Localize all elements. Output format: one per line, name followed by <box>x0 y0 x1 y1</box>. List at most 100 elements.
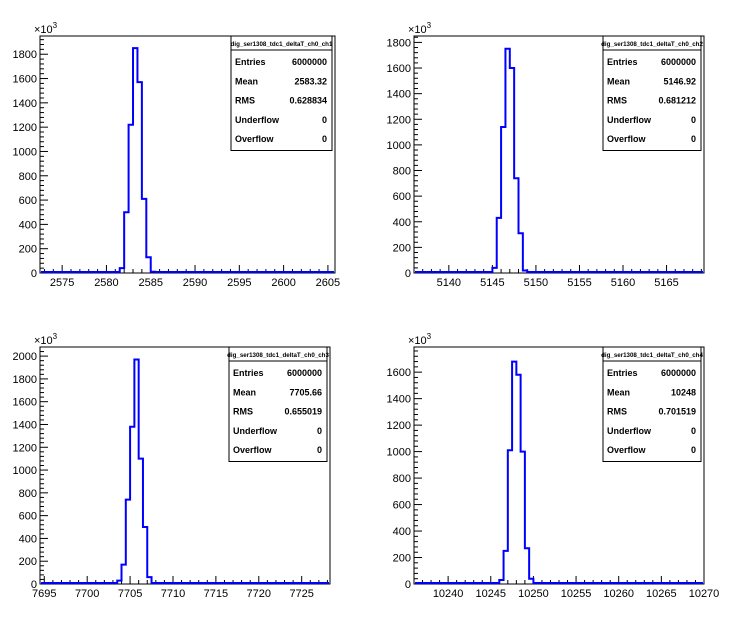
exponent-label: ×103 <box>408 332 432 347</box>
y-tick-label: 1200 <box>387 420 411 432</box>
y-tick-label: 1400 <box>387 89 411 101</box>
histogram-line <box>41 358 329 584</box>
histogram-title: dig_ser1308_tdc1_deltaT_ch0_ch4 <box>601 352 703 359</box>
y-tick-label: 1400 <box>13 419 37 431</box>
x-tick-label: 10260 <box>603 588 634 600</box>
stat-value-overflow: 0 <box>322 134 327 144</box>
x-tick-label: 7720 <box>247 588 271 600</box>
x-tick-label: 2600 <box>271 277 295 289</box>
stat-value-entries: 6000000 <box>661 57 696 67</box>
histogram-line <box>41 47 334 273</box>
x-tick-label: 10245 <box>475 588 506 600</box>
x-tick-label: 7695 <box>32 588 56 600</box>
stat-value-overflow: 0 <box>691 445 696 455</box>
x-tick-label: 10255 <box>561 588 592 600</box>
x-tick-label: 2585 <box>138 277 162 289</box>
y-tick-label: 0 <box>31 579 37 591</box>
y-tick-label: 800 <box>393 473 411 485</box>
y-tick-label: 200 <box>19 244 37 256</box>
histogram-title: dig_ser1308_tdc1_deltaT_ch0_ch1 <box>231 41 333 48</box>
y-tick-label: 1600 <box>13 74 37 86</box>
stat-label-underflow: Underflow <box>233 426 278 436</box>
x-tick-label: 7725 <box>289 588 313 600</box>
stat-value-rms: 0.681212 <box>658 96 696 106</box>
stat-label-mean: Mean <box>607 76 630 86</box>
y-tick-label: 1400 <box>387 394 411 406</box>
x-tick-label: 10250 <box>518 588 549 600</box>
stat-label-mean: Mean <box>233 387 256 397</box>
stat-label-rms: RMS <box>607 96 627 106</box>
y-tick-label: 1400 <box>13 98 37 110</box>
y-tick-label: 1800 <box>387 37 411 49</box>
histogram-title: dig_ser1308_tdc1_deltaT_ch0_ch2 <box>601 41 703 48</box>
y-tick-label: 600 <box>393 191 411 203</box>
y-tick-label: 400 <box>19 533 37 545</box>
x-tick-label: 2575 <box>50 277 74 289</box>
stat-value-entries: 6000000 <box>661 368 696 378</box>
stat-value-underflow: 0 <box>317 426 322 436</box>
y-tick-label: 0 <box>31 268 37 280</box>
y-tick-label: 200 <box>393 242 411 254</box>
histogram-line <box>415 360 703 584</box>
histogram-panel-1: 0 200 400 600 800 1000 1200 1400 1600 1800 2575 258… <box>13 21 341 289</box>
y-tick-label: 1000 <box>387 447 411 459</box>
stat-label-rms: RMS <box>233 407 253 417</box>
y-tick-label: 400 <box>393 217 411 229</box>
stats-box <box>228 346 328 462</box>
y-tick-label: 1000 <box>13 146 37 158</box>
y-tick-label: 400 <box>19 219 37 231</box>
y-tick-label: 200 <box>393 553 411 565</box>
stat-value-rms: 0.628834 <box>289 96 327 106</box>
histogram-panel-3: 0 200 400 600 800 1000 1200 1400 1600 1800 2000 769… <box>13 332 331 600</box>
x-tick-label: 10265 <box>646 588 677 600</box>
x-tick-label: 5145 <box>480 277 504 289</box>
stat-label-rms: RMS <box>235 96 255 106</box>
stat-label-underflow: Underflow <box>235 115 280 125</box>
y-tick-label: 1200 <box>13 122 37 134</box>
stat-label-underflow: Underflow <box>607 115 652 125</box>
stat-value-rms: 0.701519 <box>658 407 696 417</box>
y-tick-label: 800 <box>19 488 37 500</box>
stat-value-entries: 6000000 <box>292 57 327 67</box>
y-tick-label: 1200 <box>13 442 37 454</box>
stats-box <box>602 346 702 462</box>
y-tick-label: 600 <box>19 195 37 207</box>
x-tick-label: 5150 <box>524 277 548 289</box>
stat-value-mean: 5146.92 <box>663 76 696 86</box>
x-tick-label: 2590 <box>183 277 207 289</box>
x-tick-label: 2595 <box>227 277 251 289</box>
stat-value-mean: 7705.66 <box>289 387 322 397</box>
histogram-panel-2: 0 200 400 600 800 1000 1200 1400 1600 1800 5140 514… <box>387 21 705 289</box>
exponent-label: ×103 <box>34 21 58 36</box>
stat-value-overflow: 0 <box>317 445 322 455</box>
stat-value-mean: 2583.32 <box>294 76 327 86</box>
x-tick-label: 2580 <box>94 277 118 289</box>
x-tick-label: 7710 <box>161 588 185 600</box>
x-tick-label: 10270 <box>689 588 720 600</box>
y-tick-label: 0 <box>405 579 411 591</box>
stat-label-overflow: Overflow <box>233 445 273 455</box>
x-tick-label: 2605 <box>316 277 340 289</box>
stat-label-overflow: Overflow <box>607 134 647 144</box>
histogram-title: dig_ser1308_tdc1_deltaT_ch0_ch3 <box>227 352 329 359</box>
x-tick-label: 5140 <box>437 277 461 289</box>
stat-value-overflow: 0 <box>691 134 696 144</box>
y-tick-label: 800 <box>19 171 37 183</box>
y-tick-label: 1000 <box>13 465 37 477</box>
y-tick-label: 1800 <box>13 49 37 61</box>
x-tick-label: 7715 <box>204 588 228 600</box>
stat-value-rms: 0.655019 <box>284 407 322 417</box>
x-tick-label: 5165 <box>654 277 678 289</box>
stat-label-entries: Entries <box>607 57 638 67</box>
y-tick-label: 400 <box>393 526 411 538</box>
y-tick-label: 1200 <box>387 114 411 126</box>
y-tick-label: 1000 <box>387 140 411 152</box>
y-tick-label: 1600 <box>387 367 411 379</box>
x-tick-label: 10240 <box>433 588 464 600</box>
exponent-label: ×103 <box>34 332 58 347</box>
y-tick-label: 1600 <box>13 397 37 409</box>
stats-box <box>602 35 702 151</box>
stat-value-mean: 10248 <box>671 387 696 397</box>
y-tick-label: 600 <box>393 500 411 512</box>
